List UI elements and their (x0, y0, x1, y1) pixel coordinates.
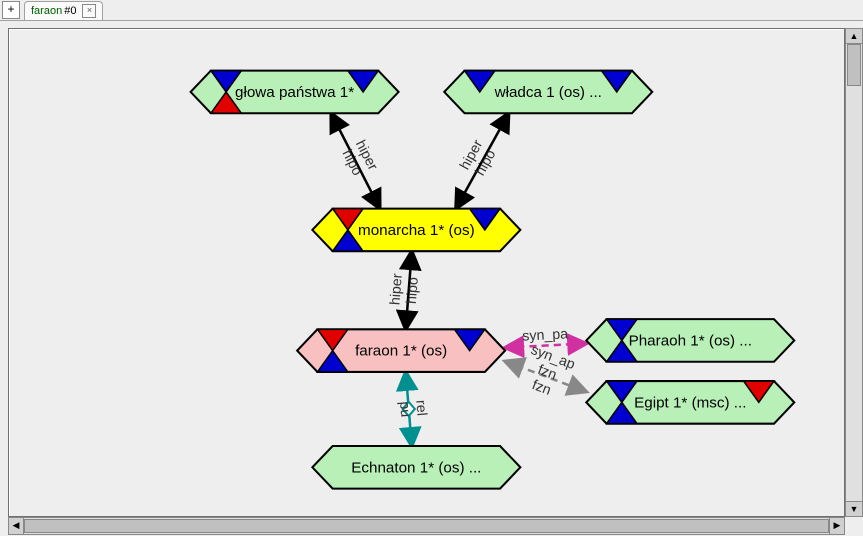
node-faraon[interactable]: faraon 1* (os) (297, 329, 505, 372)
graph-canvas[interactable]: hiperhipohiperhipohiperhiposyn_pasyn_apf… (8, 28, 845, 517)
horizontal-scrollbar[interactable]: ◀ ▶ (8, 517, 845, 535)
node-glowa[interactable]: głowa państwa 1* (191, 71, 399, 114)
edge-label: hipo (404, 276, 422, 304)
edge-label: rel (412, 399, 429, 416)
hscroll-thumb[interactable] (24, 519, 829, 533)
scroll-down-icon[interactable]: ▼ (846, 501, 862, 516)
node-egipt[interactable]: Egipt 1* (msc) ... (586, 381, 794, 424)
close-icon[interactable]: × (82, 4, 96, 18)
node-label: władca 1 (os) ... (494, 84, 602, 101)
tab-label-num: #0 (64, 5, 76, 17)
node-label: Echnaton 1* (os) ... (351, 459, 481, 476)
node-pharaoh[interactable]: Pharaoh 1* (os) ... (586, 319, 794, 362)
tab-bar: + faraon #0 × (0, 0, 863, 21)
new-tab-button[interactable]: + (2, 1, 20, 19)
vscroll-thumb[interactable] (847, 44, 861, 86)
vertical-scrollbar[interactable]: ▲ ▼ (845, 28, 863, 517)
node-label: faraon 1* (os) (355, 343, 447, 360)
scroll-right-icon[interactable]: ▶ (829, 518, 844, 534)
node-label: Egipt 1* (msc) ... (634, 394, 746, 411)
node-label: głowa państwa 1* (235, 84, 354, 101)
node-label: monarcha 1* (os) (358, 222, 475, 239)
scroll-left-icon[interactable]: ◀ (9, 518, 24, 534)
tab-faraon[interactable]: faraon #0 × (24, 1, 103, 20)
graph-svg: hiperhipohiperhipohiperhiposyn_pasyn_apf… (9, 29, 844, 516)
node-monarcha[interactable]: monarcha 1* (os) (312, 209, 520, 252)
node-label: Pharaoh 1* (os) ... (629, 333, 752, 350)
edge-label: syn_pa (522, 326, 569, 344)
viewport: hiperhipohiperhipohiperhiposyn_pasyn_apf… (0, 20, 863, 535)
node-echnaton[interactable]: Echnaton 1* (os) ... (312, 446, 520, 489)
tab-label-name: faraon (31, 5, 62, 17)
node-wladca[interactable]: władca 1 (os) ... (444, 71, 652, 114)
scroll-up-icon[interactable]: ▲ (846, 29, 862, 44)
edge-label: pu (396, 401, 413, 418)
